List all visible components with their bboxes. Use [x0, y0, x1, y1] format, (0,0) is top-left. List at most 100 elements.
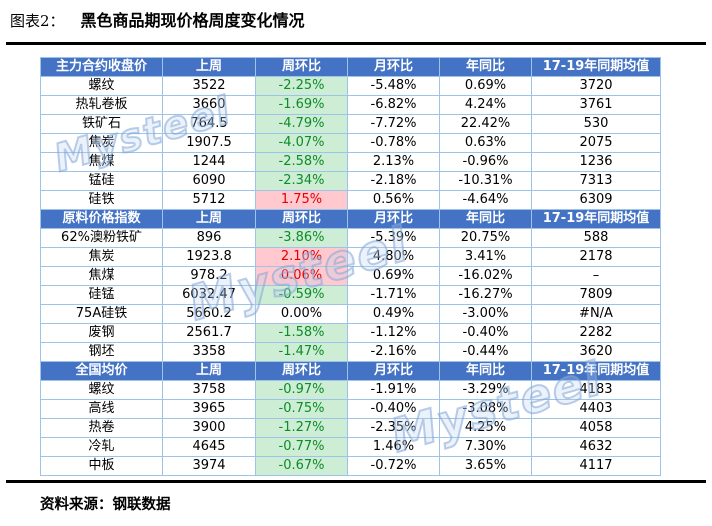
last-week-cell: 3965 — [162, 399, 256, 419]
column-header-last-week: 上周 — [162, 209, 256, 229]
avg-17-19-cell: 4183 — [531, 380, 661, 400]
column-header-avg-17-19: 17-19年同期均值 — [531, 361, 661, 381]
yoy-change-cell: 7.30% — [439, 437, 532, 457]
table-row: 热卷 3900 -1.27% -2.35% 4.25% 4058 — [40, 418, 661, 438]
mom-change-cell: -0.78% — [347, 133, 440, 153]
last-week-cell: 6032.47 — [162, 285, 256, 305]
row-label: 螺纹 — [40, 76, 163, 96]
row-label: 锰硅 — [40, 171, 163, 191]
column-header-avg-17-19: 17-19年同期均值 — [531, 209, 661, 229]
yoy-change-cell: 3.41% — [439, 247, 532, 267]
table-row: 焦煤 978.2 0.06% 0.69% -16.02% – — [40, 266, 661, 286]
avg-17-19-cell: 4058 — [531, 418, 661, 438]
wow-change-cell: -1.69% — [255, 95, 348, 115]
wow-change-cell: -1.27% — [255, 418, 348, 438]
mom-change-cell: -7.72% — [347, 114, 440, 134]
row-label: 焦炭 — [40, 247, 163, 267]
wow-change-cell: -0.77% — [255, 437, 348, 457]
mom-change-cell: -5.48% — [347, 76, 440, 96]
yoy-change-cell: -0.40% — [439, 323, 532, 343]
section-header-row: 主力合约收盘价 上周 周环比 月环比 年同比 17-19年同期均值 — [40, 57, 661, 77]
figure-name: 黑色商品期现价格周度变化情况 — [80, 11, 305, 30]
row-label: 焦煤 — [40, 266, 163, 286]
last-week-cell: 3900 — [162, 418, 256, 438]
wow-change-cell: -2.34% — [255, 171, 348, 191]
table-row: 75A硅铁 5660.2 0.00% 0.49% -3.00% #N/A — [40, 304, 661, 324]
wow-change-cell: -4.79% — [255, 114, 348, 134]
last-week-cell: 3358 — [162, 342, 256, 362]
avg-17-19-cell: 530 — [531, 114, 661, 134]
yoy-change-cell: -3.08% — [439, 399, 532, 419]
wow-change-cell: -1.58% — [255, 323, 348, 343]
last-week-cell: 3758 — [162, 380, 256, 400]
last-week-cell: 1244 — [162, 152, 256, 172]
mom-change-cell: -5.39% — [347, 228, 440, 248]
last-week-cell: 1907.5 — [162, 133, 256, 153]
wow-change-cell: -2.25% — [255, 76, 348, 96]
column-header-last-week: 上周 — [162, 57, 256, 77]
wow-change-cell: 0.06% — [255, 266, 348, 286]
yoy-change-cell: -16.02% — [439, 266, 532, 286]
mom-change-cell: -1.71% — [347, 285, 440, 305]
table-row: 锰硅 6090 -2.34% -2.18% -10.31% 7313 — [40, 171, 661, 191]
avg-17-19-cell: 2178 — [531, 247, 661, 267]
figure-title: 图表2： 黑色商品期现价格周度变化情况 — [10, 7, 305, 31]
row-label: 螺纹 — [40, 380, 163, 400]
mom-change-cell: -1.12% — [347, 323, 440, 343]
price-table: 主力合约收盘价 上周 周环比 月环比 年同比 17-19年同期均值 螺纹 352… — [40, 57, 661, 476]
wow-change-cell: -0.75% — [255, 399, 348, 419]
avg-17-19-cell: 3720 — [531, 76, 661, 96]
row-label: 中板 — [40, 456, 163, 476]
table-row: 高线 3965 -0.75% -0.40% -3.08% 4403 — [40, 399, 661, 419]
wow-change-cell: -1.47% — [255, 342, 348, 362]
mom-change-cell: -2.16% — [347, 342, 440, 362]
avg-17-19-cell: – — [531, 266, 661, 286]
table-row: 中板 3974 -0.67% -0.72% 3.65% 4117 — [40, 456, 661, 476]
last-week-cell: 3522 — [162, 76, 256, 96]
row-label: 硅铁 — [40, 190, 163, 210]
mom-change-cell: 1.46% — [347, 437, 440, 457]
column-header-mom: 月环比 — [347, 361, 440, 381]
section-title: 主力合约收盘价 — [40, 57, 163, 77]
table-row: 废钢 2561.7 -1.58% -1.12% -0.40% 2282 — [40, 323, 661, 343]
yoy-change-cell: -16.27% — [439, 285, 532, 305]
avg-17-19-cell: 2282 — [531, 323, 661, 343]
mom-change-cell: -2.35% — [347, 418, 440, 438]
table-row: 热轧卷板 3660 -1.69% -6.82% 4.24% 3761 — [40, 95, 661, 115]
source-note: 资料来源：钢联数据 — [40, 497, 171, 513]
column-header-yoy: 年同比 — [439, 209, 532, 229]
table-row: 螺纹 3522 -2.25% -5.48% 0.69% 3720 — [40, 76, 661, 96]
yoy-change-cell: 0.69% — [439, 76, 532, 96]
row-label: 热轧卷板 — [40, 95, 163, 115]
section-header-row: 全国均价 上周 周环比 月环比 年同比 17-19年同期均值 — [40, 361, 661, 381]
mom-change-cell: 0.69% — [347, 266, 440, 286]
table-row: 硅锰 6032.47 -0.59% -1.71% -16.27% 7809 — [40, 285, 661, 305]
mom-change-cell: 2.13% — [347, 152, 440, 172]
mom-change-cell: -6.82% — [347, 95, 440, 115]
avg-17-19-cell: 588 — [531, 228, 661, 248]
wow-change-cell: 1.75% — [255, 190, 348, 210]
column-header-wow: 周环比 — [255, 209, 348, 229]
avg-17-19-cell: 2075 — [531, 133, 661, 153]
row-label: 焦煤 — [40, 152, 163, 172]
row-label: 75A硅铁 — [40, 304, 163, 324]
avg-17-19-cell: #N/A — [531, 304, 661, 324]
wow-change-cell: -2.58% — [255, 152, 348, 172]
wow-change-cell: 2.10% — [255, 247, 348, 267]
row-label: 硅锰 — [40, 285, 163, 305]
mom-change-cell: 4.80% — [347, 247, 440, 267]
table-row: 焦炭 1907.5 -4.07% -0.78% 0.63% 2075 — [40, 133, 661, 153]
row-label: 钢坯 — [40, 342, 163, 362]
yoy-change-cell: -3.29% — [439, 380, 532, 400]
column-header-mom: 月环比 — [347, 57, 440, 77]
yoy-change-cell: -0.96% — [439, 152, 532, 172]
table-row: 硅铁 5712 1.75% 0.56% -4.64% 6309 — [40, 190, 661, 210]
row-label: 废钢 — [40, 323, 163, 343]
yoy-change-cell: 4.25% — [439, 418, 532, 438]
column-header-last-week: 上周 — [162, 361, 256, 381]
top-rule — [6, 42, 706, 45]
table-row: 钢坯 3358 -1.47% -2.16% -0.44% 3620 — [40, 342, 661, 362]
yoy-change-cell: 20.75% — [439, 228, 532, 248]
yoy-change-cell: 4.24% — [439, 95, 532, 115]
avg-17-19-cell: 4117 — [531, 456, 661, 476]
